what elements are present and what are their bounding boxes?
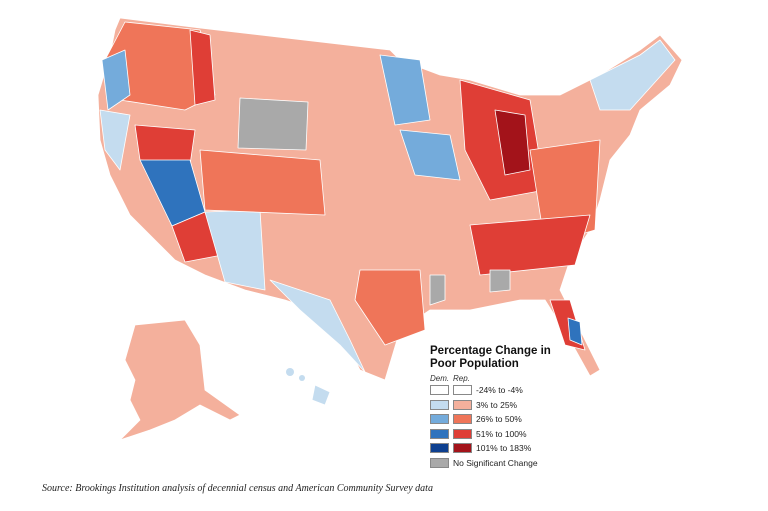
region <box>99 109 131 171</box>
legend-title: Percentage Change in Poor Population <box>430 345 551 370</box>
region <box>189 29 216 106</box>
legend-swatch <box>453 385 472 396</box>
legend-swatch <box>430 385 449 396</box>
legend-label: 51% to 100% <box>476 428 527 439</box>
legend-columns: Dem. Rep. <box>430 374 580 383</box>
us-map <box>97 17 683 441</box>
legend-label: 3% to 25% <box>476 399 518 410</box>
region <box>101 49 131 111</box>
legend-swatch <box>430 399 449 410</box>
alaska <box>119 319 241 441</box>
region <box>134 124 196 166</box>
legend-column: Rep. <box>453 374 470 383</box>
region <box>567 317 583 346</box>
region <box>399 129 461 181</box>
legend-rows: -24% to -4% 3% to 25% 26% to 50% 51% to 100… <box>430 383 580 470</box>
legend-swatch <box>453 399 472 410</box>
legend-swatch <box>453 428 472 439</box>
legend-row: 101% to 183% <box>430 441 580 456</box>
legend-swatch <box>430 414 449 425</box>
legend-label: 101% to 183% <box>476 443 532 454</box>
region <box>237 97 309 151</box>
legend-row: No Significant Change <box>430 456 580 471</box>
region <box>354 269 426 346</box>
legend-swatch <box>430 428 449 439</box>
legend-swatch <box>430 443 449 454</box>
legend-row: 51% to 100% <box>430 427 580 442</box>
legend-label: -24% to -4% <box>476 385 523 396</box>
legend-row: 26% to 50% <box>430 412 580 427</box>
region <box>379 54 431 126</box>
legend-swatch <box>453 414 472 425</box>
region <box>589 39 676 111</box>
hawaii <box>299 375 305 381</box>
legend-label: No Significant Change <box>453 457 538 468</box>
legend-column: Dem. <box>430 374 450 383</box>
hawaii <box>311 384 331 406</box>
hawaii <box>286 368 294 376</box>
legend-swatch <box>430 457 449 468</box>
region <box>269 279 366 373</box>
region <box>494 109 531 176</box>
legend-swatch <box>453 443 472 454</box>
legend-label: 26% to 50% <box>476 414 522 425</box>
legend: Percentage Change in Poor Population Dem… <box>430 345 580 470</box>
region <box>429 274 446 306</box>
region <box>199 149 326 216</box>
legend-row: -24% to -4% <box>430 383 580 398</box>
region <box>469 214 591 276</box>
legend-row: 3% to 25% <box>430 398 580 413</box>
region <box>489 269 511 293</box>
source-note: Source: Brookings Institution analysis o… <box>42 483 433 494</box>
